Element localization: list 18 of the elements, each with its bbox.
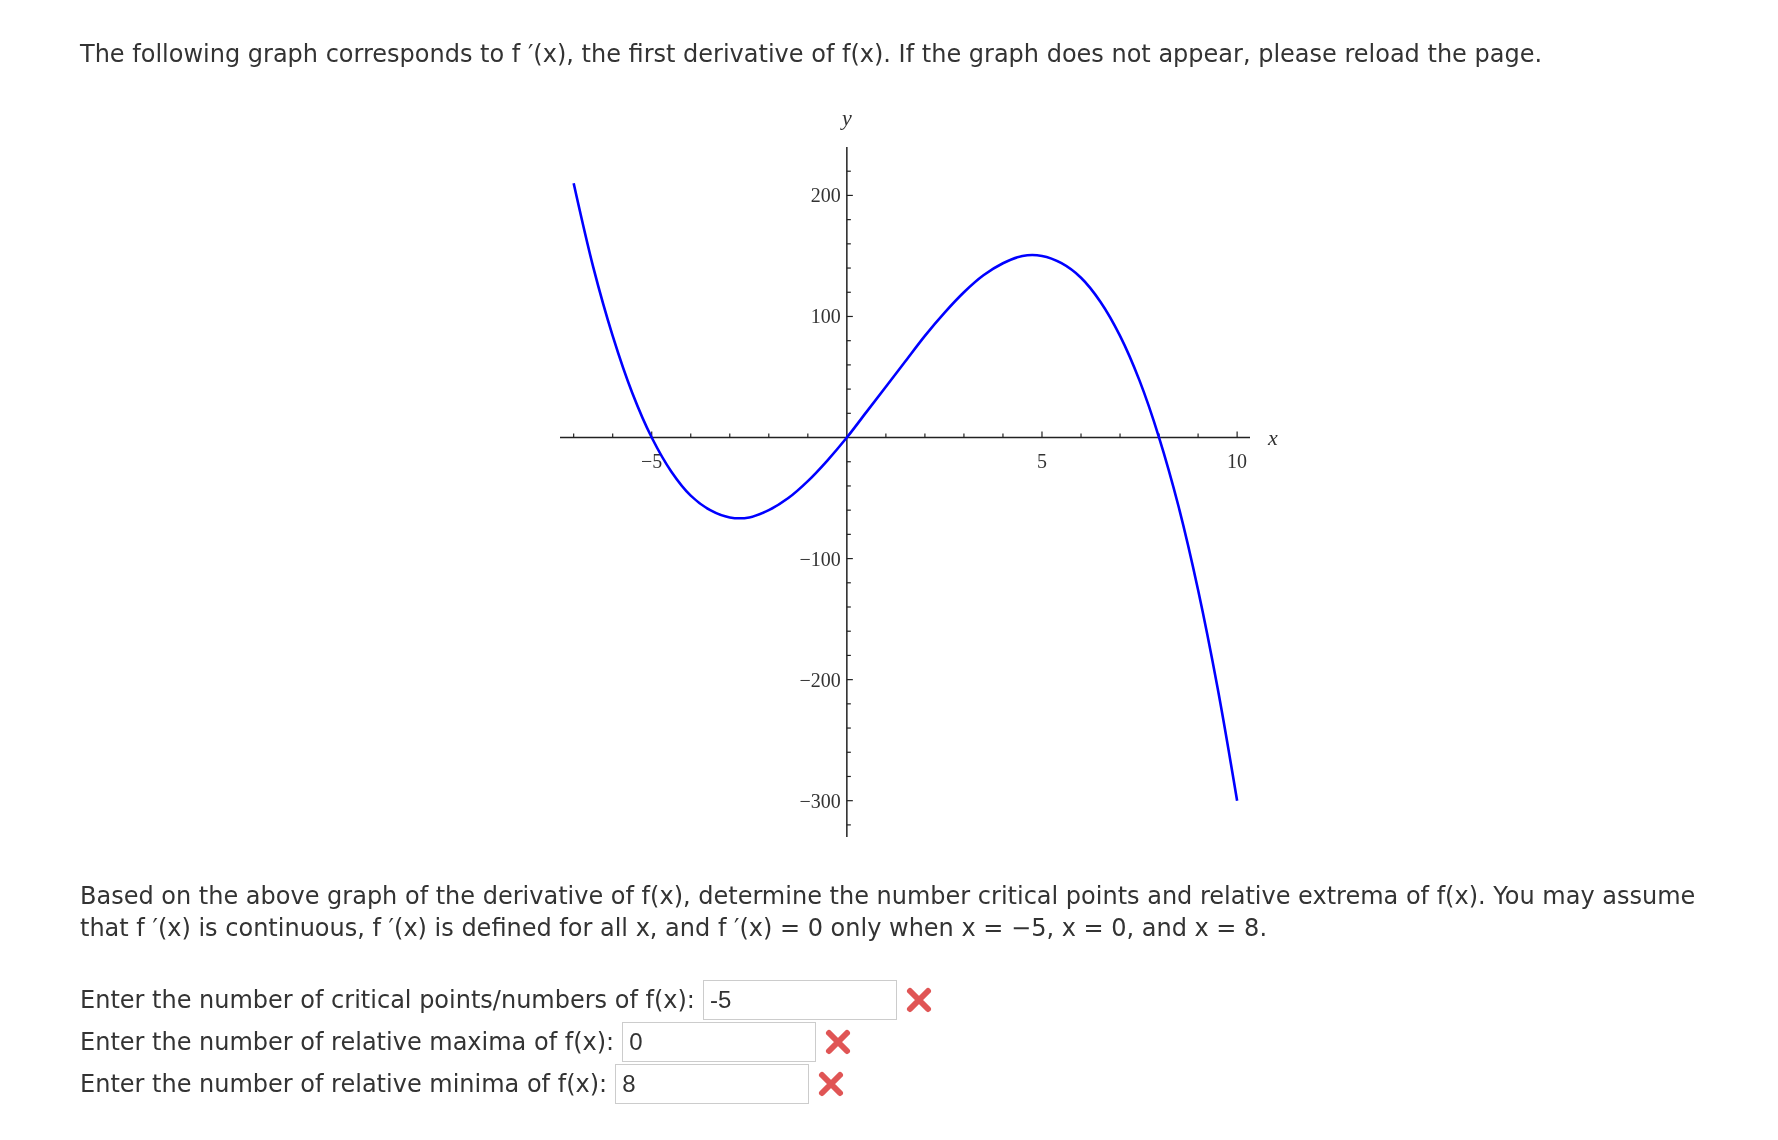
text: -5 <box>702 980 897 1020</box>
y-tick-label: 100 <box>810 305 841 328</box>
y-axis-title: y <box>839 105 852 130</box>
text: 8 <box>615 1064 810 1104</box>
text: Enter the number of relative minima of f(x): <box>80 1070 608 1098</box>
x-tick-label: −5 <box>641 449 663 472</box>
y-tick-label: 200 <box>810 184 841 207</box>
x-tick-label: 5 <box>1036 449 1047 472</box>
text: Enter the number of relative maxima of f(x): <box>80 1028 615 1056</box>
chart-title: The following graph corresponds to f ′(x), the first derivative of f(x). If the graph does not appear, please reload the page. <box>80 40 1543 68</box>
text: 0 <box>622 1022 817 1062</box>
y-tick-label: −200 <box>799 668 841 691</box>
text: Enter the number of critical points/numbers of f(x): <box>80 986 695 1014</box>
x-tick-label: 10 <box>1227 449 1248 472</box>
y-tick-label: −100 <box>799 547 841 570</box>
text: Based on the above graph of the derivative of f(x), determine the number critical points and relative extrema of f(x). You may assume that f ′(x) is continuous, f ′(x) is defined for all x, and f ′(x) = 0 only when x = −5, x = 0, and x = 8. <box>80 881 1697 944</box>
x-axis-title: x <box>1267 424 1278 450</box>
y-tick-label: −300 <box>799 789 841 812</box>
